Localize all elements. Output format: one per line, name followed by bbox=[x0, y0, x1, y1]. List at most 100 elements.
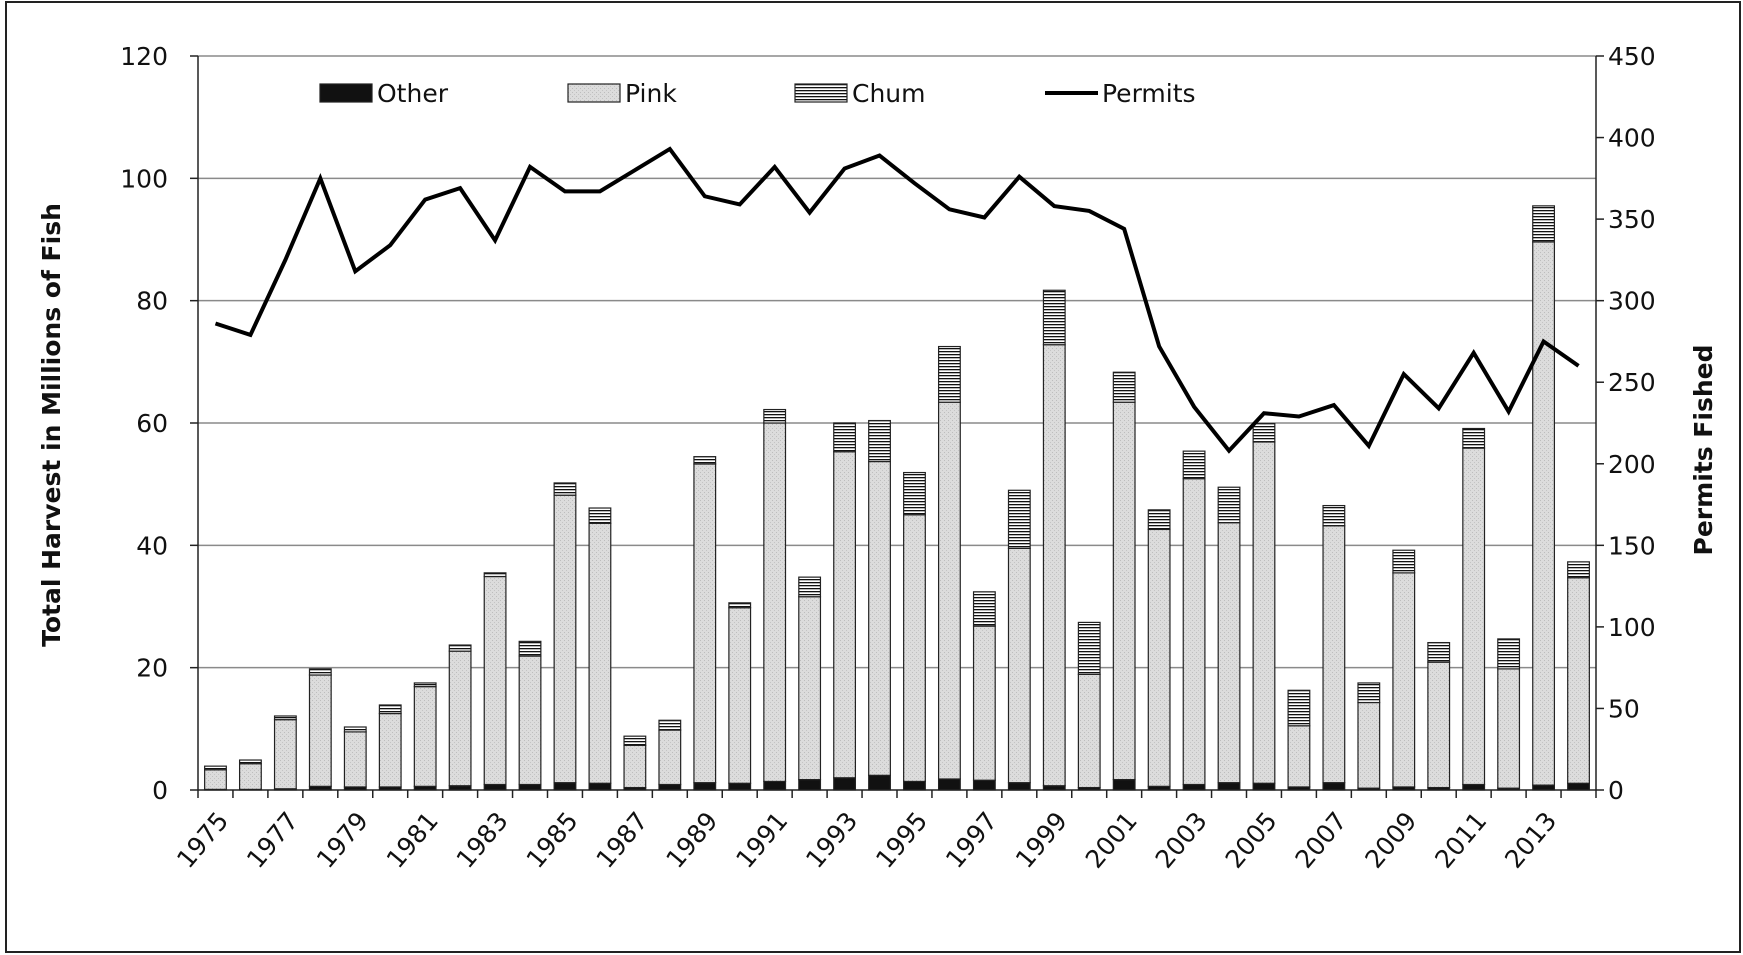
bar-pink-1996 bbox=[937, 401, 961, 780]
bar-pink-1994 bbox=[868, 460, 891, 776]
bar-other-2007 bbox=[1322, 782, 1346, 791]
bar-chum-1998 bbox=[1007, 489, 1031, 549]
bar-other-2003 bbox=[1182, 783, 1206, 791]
y2-tick-label: 50 bbox=[1608, 694, 1640, 723]
y2-tick-label: 250 bbox=[1608, 368, 1656, 397]
y-tick-label: 60 bbox=[136, 409, 168, 438]
y2-tick-label: 0 bbox=[1608, 776, 1624, 805]
y2-tick-label: 100 bbox=[1608, 613, 1656, 642]
bar-chum-2011 bbox=[1462, 427, 1486, 449]
bar-chum-2000 bbox=[1077, 621, 1101, 675]
bar-other-1988 bbox=[658, 783, 682, 791]
bar-pink-1995 bbox=[903, 514, 926, 783]
bar-chum-1999 bbox=[1042, 289, 1066, 346]
bar-pink-2007 bbox=[1322, 525, 1346, 784]
bar-chum-2012 bbox=[1497, 638, 1521, 670]
bar-pink-1980 bbox=[378, 712, 402, 788]
bar-pink-1976 bbox=[238, 763, 262, 790]
bar-other-1995 bbox=[903, 780, 926, 791]
bar-other-1993 bbox=[833, 777, 857, 791]
bar-pink-2009 bbox=[1392, 572, 1416, 788]
bar-chum-1990 bbox=[728, 602, 752, 609]
bar-chum-1982 bbox=[448, 644, 472, 652]
bar-other-1997 bbox=[972, 779, 996, 791]
bar-pink-2013 bbox=[1532, 241, 1556, 786]
legend-item-other: Other bbox=[319, 79, 449, 108]
bar-chum-1987 bbox=[623, 735, 647, 746]
legend-swatch-chum bbox=[794, 83, 848, 103]
bar-pink-1984 bbox=[518, 655, 542, 786]
gridlines bbox=[198, 55, 1596, 669]
bar-other-1991 bbox=[763, 780, 787, 791]
legend-label-pink: Pink bbox=[625, 79, 677, 108]
bar-pink-1979 bbox=[343, 731, 367, 788]
bar-pink-1991 bbox=[763, 422, 787, 783]
bar-pink-2005 bbox=[1252, 441, 1276, 784]
bar-pink-1988 bbox=[658, 729, 682, 786]
bar-other-1984 bbox=[518, 783, 542, 791]
bar-pink-2012 bbox=[1497, 668, 1521, 789]
legend: Other Pink Chum Permits bbox=[319, 79, 1196, 108]
bar-chum-1997 bbox=[972, 591, 996, 627]
bar-chum-2003 bbox=[1182, 450, 1206, 480]
bar-other-1992 bbox=[798, 779, 822, 791]
bar-pink-1998 bbox=[1007, 547, 1031, 784]
y-tick-label: 100 bbox=[120, 164, 168, 193]
y-tick-label: 0 bbox=[152, 776, 168, 805]
bar-pink-1983 bbox=[483, 575, 507, 786]
legend-label-chum: Chum bbox=[852, 79, 926, 108]
y2-tick-label: 350 bbox=[1608, 205, 1656, 234]
bar-other-1986 bbox=[588, 782, 612, 791]
bar-chum-2009 bbox=[1392, 549, 1416, 574]
bar-chum-1984 bbox=[518, 640, 542, 657]
bar-pink-2001 bbox=[1112, 401, 1136, 781]
y-tick-label: 40 bbox=[136, 531, 168, 560]
bar-pink-1986 bbox=[588, 522, 612, 784]
bar-pink-1977 bbox=[273, 719, 297, 790]
bar-chum-2007 bbox=[1322, 504, 1346, 527]
bar-chum-1996 bbox=[937, 345, 961, 403]
bar-chum-1988 bbox=[658, 719, 682, 731]
bar-other-2011 bbox=[1462, 783, 1486, 791]
y-tick-label: 80 bbox=[136, 287, 168, 316]
bar-other-2001 bbox=[1112, 779, 1136, 791]
bar-chum-2014 bbox=[1567, 561, 1590, 579]
bar-other-1998 bbox=[1007, 782, 1031, 791]
y2-tick-label: 450 bbox=[1608, 42, 1656, 71]
legend-swatch-other bbox=[319, 83, 373, 103]
bar-chum-1976 bbox=[238, 759, 262, 765]
legend-item-permits: Permits bbox=[1045, 79, 1196, 108]
bar-pink-1981 bbox=[413, 686, 437, 787]
y-axis-title: Total Harvest in Millions of Fish bbox=[37, 203, 66, 647]
permits-line bbox=[214, 146, 1580, 454]
bar-pink-2014 bbox=[1567, 577, 1590, 784]
bar-other-1990 bbox=[728, 782, 752, 791]
bar-pink-1990 bbox=[728, 607, 752, 784]
y2-tick-label: 300 bbox=[1608, 287, 1656, 316]
bar-chum-2004 bbox=[1217, 486, 1241, 524]
bar-pink-2010 bbox=[1427, 661, 1451, 789]
bar-pink-2006 bbox=[1287, 725, 1311, 788]
bar-pink-1985 bbox=[553, 494, 577, 784]
bar-chum-1975 bbox=[204, 765, 227, 771]
bar-chum-2005 bbox=[1252, 423, 1276, 443]
bar-pink-1987 bbox=[623, 744, 647, 789]
y2-tick-label: 200 bbox=[1608, 450, 1656, 479]
legend-label-permits: Permits bbox=[1102, 79, 1196, 108]
bar-pink-2002 bbox=[1147, 528, 1171, 787]
y2-tick-label: 400 bbox=[1608, 124, 1656, 153]
bar-other-1985 bbox=[553, 782, 577, 791]
bar-pink-2003 bbox=[1182, 478, 1206, 786]
bar-pink-2000 bbox=[1077, 673, 1101, 789]
bars bbox=[204, 205, 1590, 791]
bar-chum-1991 bbox=[763, 408, 787, 424]
bar-chum-1981 bbox=[413, 682, 437, 688]
bar-chum-2001 bbox=[1112, 371, 1136, 403]
bar-pink-1982 bbox=[448, 650, 472, 787]
bar-chum-1979 bbox=[343, 726, 367, 733]
bar-pink-2004 bbox=[1217, 522, 1241, 784]
bar-chum-1994 bbox=[868, 419, 891, 463]
bar-chum-1985 bbox=[553, 482, 577, 496]
legend-item-chum: Chum bbox=[794, 79, 926, 108]
bar-chum-1978 bbox=[308, 668, 332, 676]
